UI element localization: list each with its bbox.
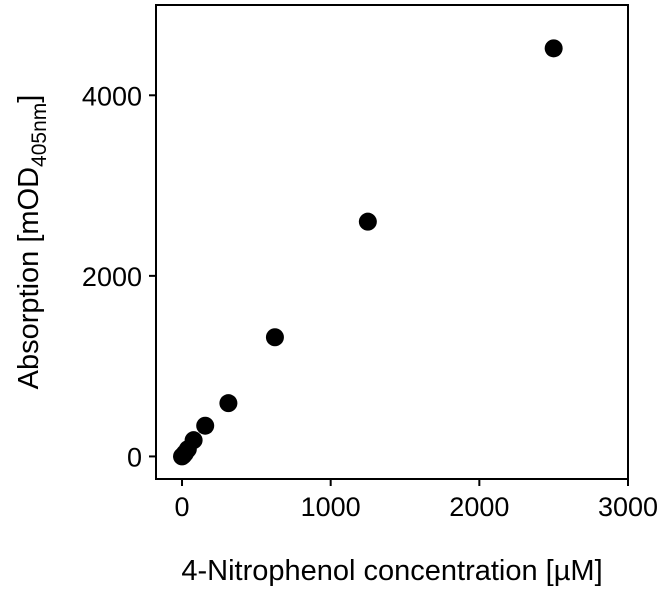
x-axis-title: 4-Nitrophenol concentration [µM] <box>181 555 602 587</box>
x-tick-label: 1000 <box>301 492 361 522</box>
data-points <box>173 39 563 466</box>
data-point <box>544 39 563 58</box>
y-tick-label: 4000 <box>82 81 142 111</box>
y-tick-label: 0 <box>127 442 142 472</box>
y-axis-title-close: ] <box>13 95 45 103</box>
x-tick-label: 0 <box>175 492 190 522</box>
x-axis-ticks: 0 1000 2000 3000 <box>175 479 658 522</box>
x-tick-label: 3000 <box>598 492 658 522</box>
data-point <box>358 212 377 231</box>
y-axis-title-main: Absorption [mOD <box>13 167 45 389</box>
y-tick-label: 2000 <box>82 262 142 292</box>
y-axis-title: Absorption [mOD405nm] <box>13 95 51 390</box>
data-point <box>196 416 215 435</box>
y-axis-ticks: 0 2000 4000 <box>82 81 156 472</box>
x-tick-label: 2000 <box>449 492 509 522</box>
plot-frame <box>155 4 629 480</box>
data-point <box>265 328 284 347</box>
data-point <box>184 431 203 450</box>
y-axis-title-subscript: 405nm <box>28 103 51 167</box>
data-point <box>219 394 238 413</box>
